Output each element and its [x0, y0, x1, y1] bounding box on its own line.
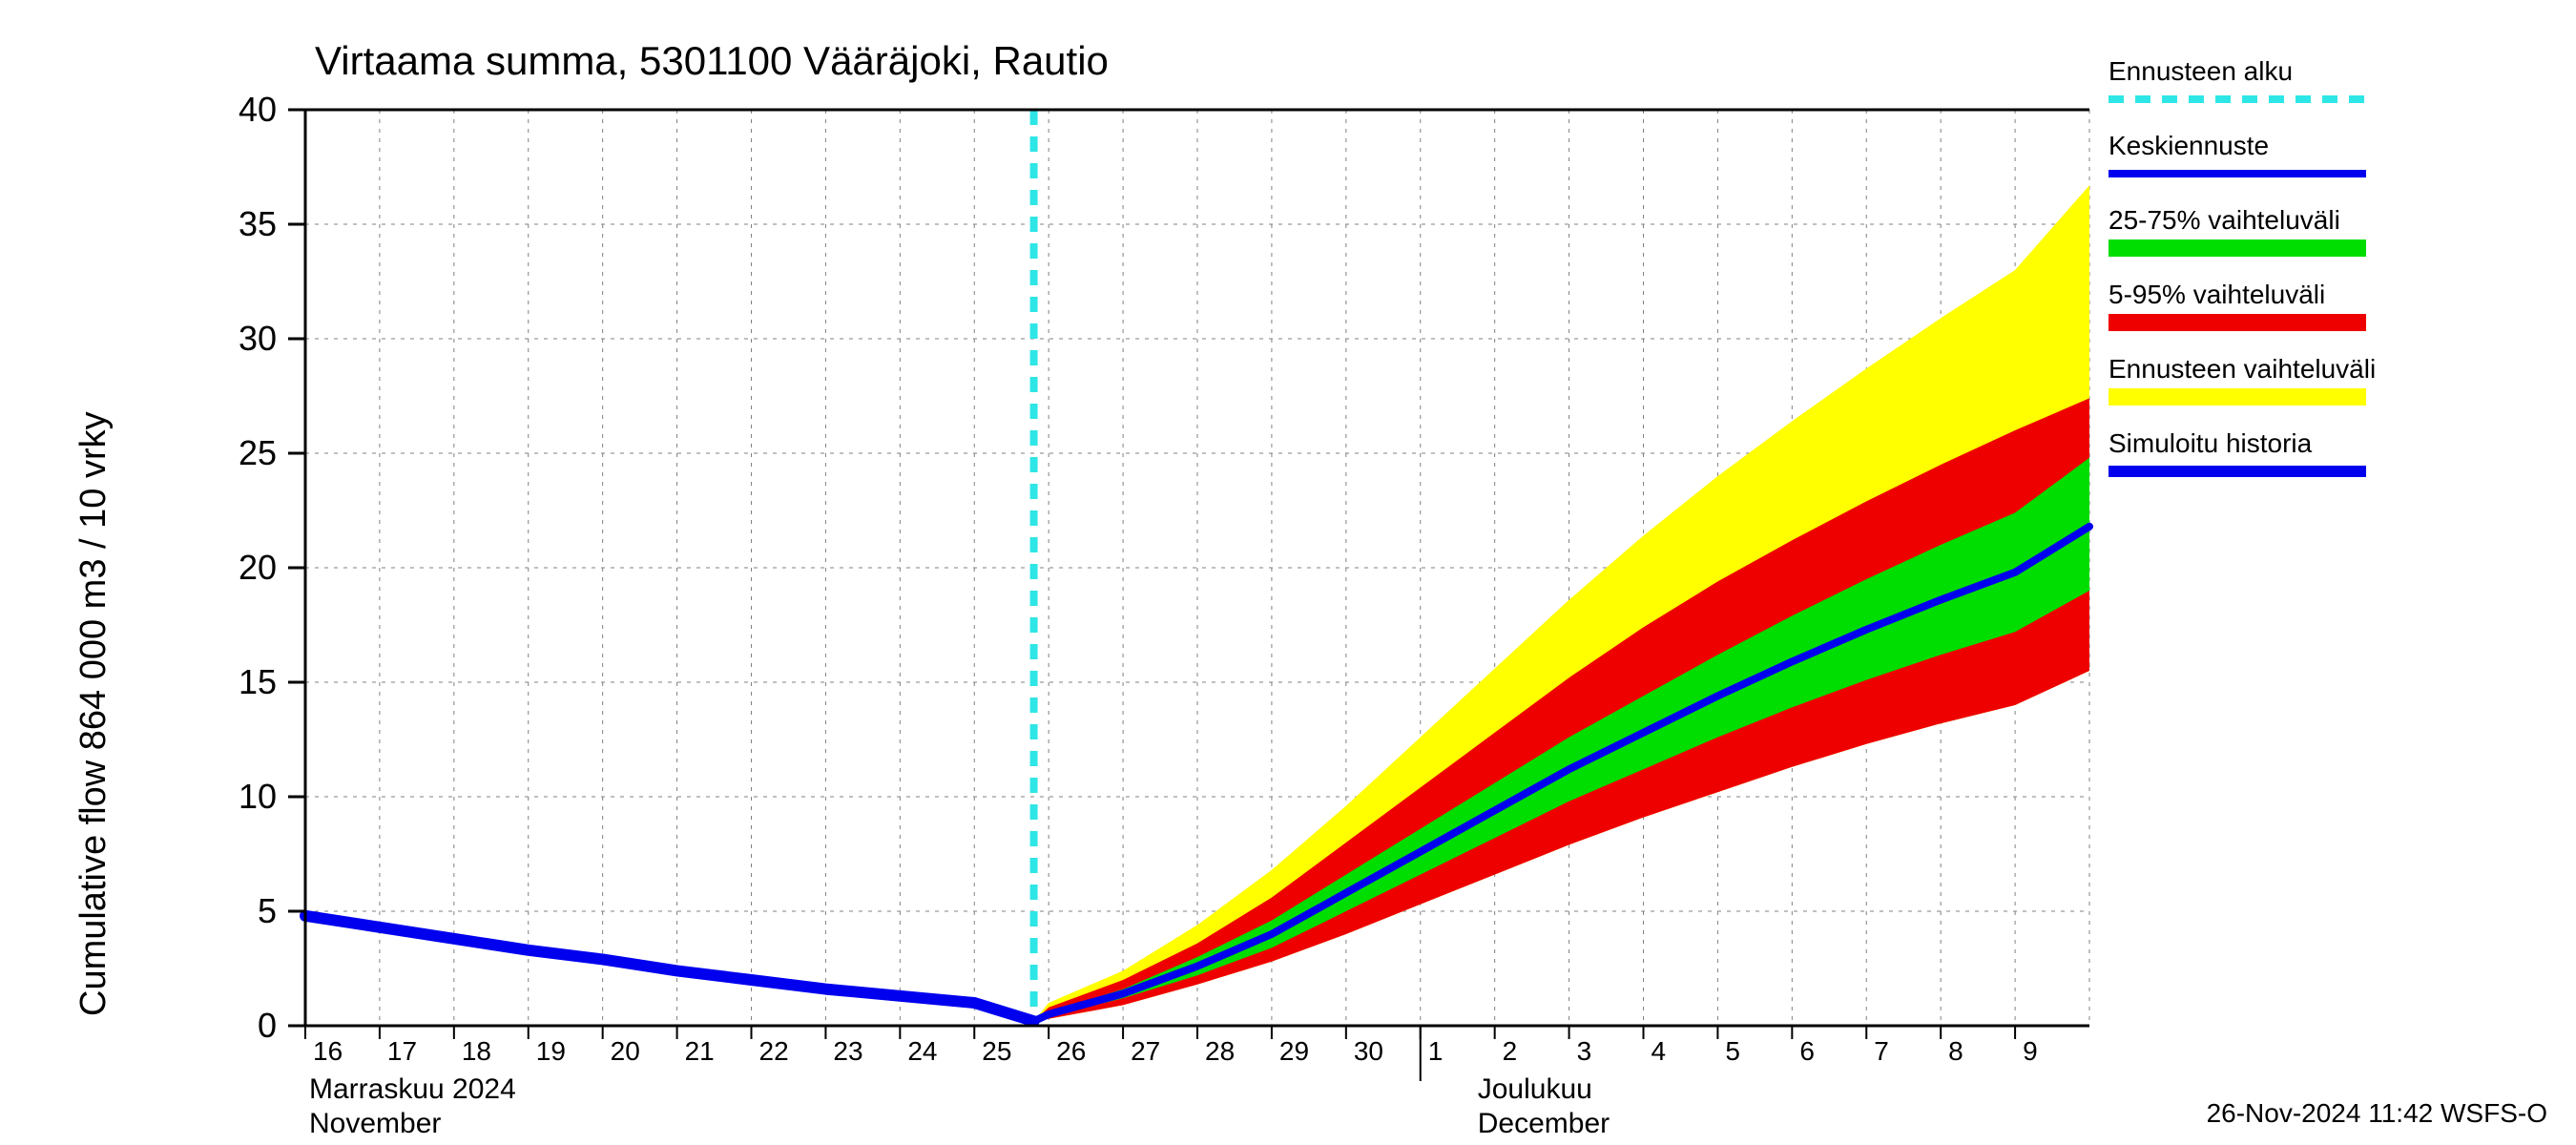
x-tick-label: 25 [982, 1036, 1011, 1066]
month1-label-fi: Marraskuu 2024 [309, 1073, 516, 1105]
y-tick-label: 30 [239, 319, 277, 358]
y-tick-label: 0 [258, 1006, 277, 1045]
month2-label-fi: Joulukuu [1478, 1073, 1592, 1105]
x-tick-label: 16 [313, 1036, 343, 1066]
legend-label: Simuloitu historia [2109, 428, 2313, 458]
y-tick-label: 10 [239, 777, 277, 816]
y-tick-label: 25 [239, 433, 277, 472]
chart-svg: 0510152025303540161718192021222324252627… [0, 0, 2576, 1145]
y-tick-label: 35 [239, 204, 277, 243]
y-tick-label: 20 [239, 548, 277, 587]
x-tick-label: 9 [2023, 1036, 2038, 1066]
x-tick-label: 20 [611, 1036, 640, 1066]
x-tick-label: 26 [1056, 1036, 1086, 1066]
y-tick-label: 40 [239, 90, 277, 129]
x-tick-label: 8 [1948, 1036, 1963, 1066]
x-tick-label: 5 [1725, 1036, 1740, 1066]
x-tick-label: 2 [1503, 1036, 1518, 1066]
x-tick-label: 17 [387, 1036, 417, 1066]
x-tick-label: 28 [1205, 1036, 1235, 1066]
x-tick-label: 29 [1279, 1036, 1309, 1066]
x-tick-label: 4 [1652, 1036, 1667, 1066]
y-axis-label: Cumulative flow 864 000 m3 / 10 vrky [73, 411, 114, 1016]
x-tick-label: 3 [1577, 1036, 1592, 1066]
x-tick-label: 21 [685, 1036, 715, 1066]
chart-title: Virtaama summa, 5301100 Vääräjoki, Rauti… [315, 38, 1109, 83]
legend-label: Keskiennuste [2109, 131, 2269, 160]
x-tick-label: 19 [536, 1036, 566, 1066]
y-tick-label: 15 [239, 662, 277, 701]
x-tick-label: 1 [1428, 1036, 1444, 1066]
x-tick-label: 7 [1874, 1036, 1889, 1066]
x-tick-label: 18 [462, 1036, 491, 1066]
x-tick-label: 24 [907, 1036, 937, 1066]
legend-label: 5-95% vaihteluväli [2109, 280, 2325, 309]
month1-label-en: November [309, 1108, 441, 1139]
chart-container: 0510152025303540161718192021222324252627… [0, 0, 2576, 1145]
legend-label: 25-75% vaihteluväli [2109, 205, 2340, 235]
month2-label-en: December [1478, 1108, 1610, 1139]
chart-footer: 26-Nov-2024 11:42 WSFS-O [2207, 1098, 2547, 1128]
x-tick-label: 27 [1131, 1036, 1160, 1066]
legend-label: Ennusteen alku [2109, 56, 2293, 86]
legend-label: Ennusteen vaihteluväli [2109, 354, 2376, 384]
y-tick-label: 5 [258, 891, 277, 930]
x-tick-label: 30 [1354, 1036, 1383, 1066]
x-tick-label: 22 [759, 1036, 789, 1066]
x-tick-label: 6 [1799, 1036, 1815, 1066]
x-tick-label: 23 [833, 1036, 862, 1066]
